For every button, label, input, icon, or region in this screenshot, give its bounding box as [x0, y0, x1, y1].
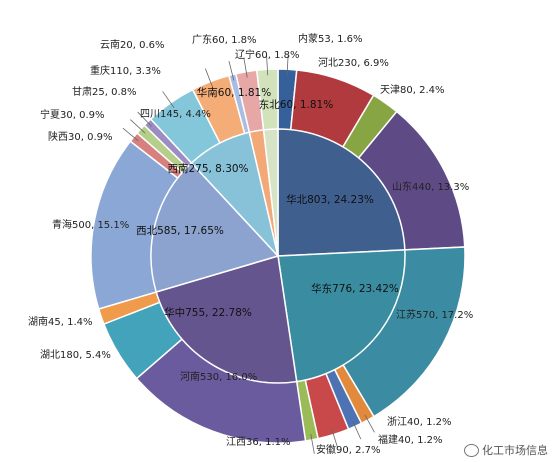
outer-label-山东: 山东440, 13.3% [392, 180, 469, 193]
watermark: 化工市场信息 [464, 442, 548, 458]
inner-slice-东北 [262, 128, 279, 257]
inner-slice-西北 [150, 161, 280, 293]
inner-label-西北: 西北585, 17.65% [136, 225, 224, 237]
outer-label-福建: 福建40, 1.2% [378, 433, 443, 446]
wechat-icon [464, 443, 479, 457]
leader-line-甘肃 [137, 111, 152, 127]
outer-label-重庆: 重庆110, 3.3% [90, 64, 161, 77]
outer-label-内蒙: 内蒙53, 1.6% [298, 32, 363, 45]
outer-label-云南: 云南20, 0.6% [100, 38, 165, 51]
leader-line-安徽 [331, 428, 339, 449]
leader-line-宁夏 [130, 119, 146, 134]
outer-label-河北: 河北230, 6.9% [318, 57, 389, 69]
outer-label-浙江: 浙江40, 1.2% [387, 416, 452, 428]
outer-label-江苏: 江苏570, 17.2% [396, 308, 473, 321]
inner-label-华东: 华东776, 23.42% [311, 282, 399, 295]
inner-label-华中: 华中755, 22.78% [164, 306, 252, 319]
leader-line-重庆 [204, 68, 213, 88]
leader-line-内蒙 [286, 55, 289, 76]
outer-label-湖南: 湖南45, 1.4% [28, 315, 93, 328]
outer-label-青海: 青海500, 15.1% [52, 218, 129, 231]
inner-slice-华东 [277, 249, 406, 383]
inner-slice-华北 [277, 128, 406, 257]
inner-label-华北: 华北803, 24.23% [286, 193, 374, 206]
inner-label-华南: 华南60, 1.81% [197, 86, 271, 99]
watermark-text: 化工市场信息 [482, 444, 548, 457]
outer-label-河南: 河南530, 16.0% [180, 370, 257, 383]
outer-label-江西: 江西36, 1.1% [226, 436, 291, 448]
outer-label-四川: 四川145, 4.4% [140, 109, 211, 120]
outer-label-辽宁: 辽宁60, 1.8% [235, 48, 300, 61]
inner-label-西南: 西南275, 8.30% [167, 162, 248, 175]
outer-label-天津: 天津80, 2.4% [380, 84, 445, 96]
leader-line-辽宁 [266, 55, 269, 76]
outer-label-广东: 广东60, 1.8% [192, 33, 257, 46]
outer-label-安徽: 安徽90, 2.7% [316, 443, 381, 456]
leader-line-广东 [243, 57, 248, 78]
outer-label-陕西: 陕西30, 0.9% [48, 130, 113, 143]
outer-label-宁夏: 宁夏30, 0.9% [40, 108, 105, 121]
outer-label-甘肃: 甘肃25, 0.8% [72, 85, 137, 98]
leader-line-四川 [162, 91, 175, 109]
leader-line-浙江 [364, 414, 375, 433]
leader-line-云南 [228, 60, 235, 81]
outer-label-湖北: 湖北180, 5.4% [40, 349, 111, 361]
inner-slice-华中 [155, 255, 298, 384]
leader-line-福建 [352, 420, 362, 440]
leader-line-江西 [310, 433, 315, 454]
leader-line-陕西 [122, 127, 139, 142]
inner-label-东北: 东北60, 1.81% [259, 98, 333, 111]
